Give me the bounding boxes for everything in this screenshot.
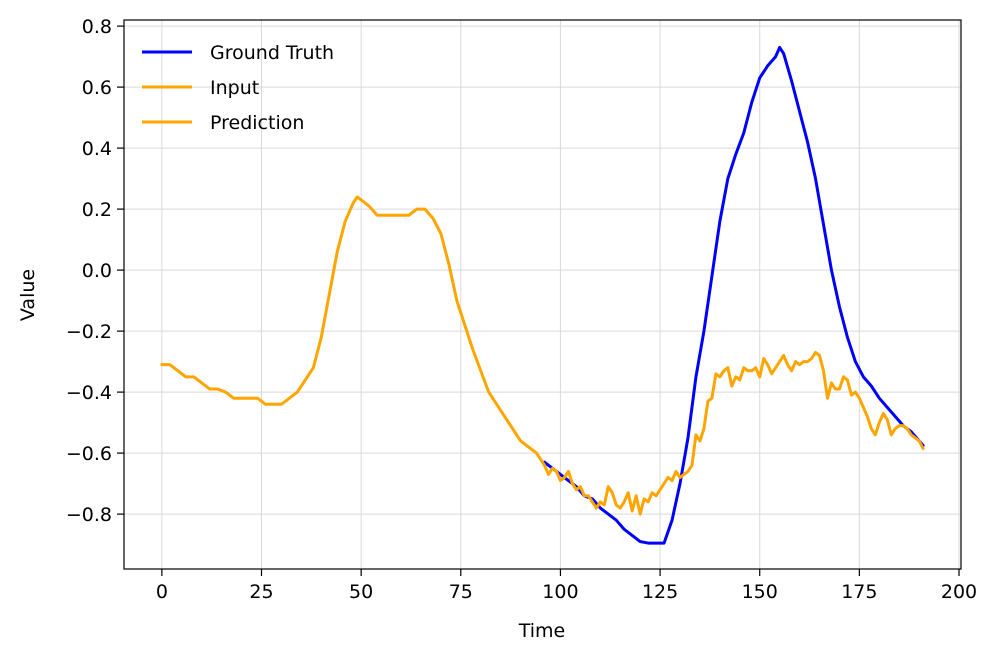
- y-tick-label: −0.6: [66, 443, 112, 465]
- x-tick-label: 125: [642, 581, 678, 603]
- y-tick-label: 0.8: [82, 16, 112, 38]
- series-line-input: [160, 195, 546, 467]
- y-tick-label: 0.6: [82, 77, 112, 99]
- y-tick-label: −0.8: [66, 504, 112, 526]
- series-layer: [160, 45, 925, 545]
- y-tick-label: 0.0: [82, 260, 112, 282]
- x-tick-label: 175: [841, 581, 877, 603]
- legend-label-input: Input: [210, 77, 259, 99]
- y-tick-label: 0.4: [82, 138, 112, 160]
- x-axis-ticks: 0 25 50 75 100 125 150 175 200: [156, 569, 977, 603]
- series-line-ground-truth: [542, 45, 925, 545]
- x-tick-label: 100: [542, 581, 578, 603]
- x-tick-label: 25: [249, 581, 273, 603]
- y-axis-ticks: −0.8 −0.6 −0.4 −0.2 0.0 0.2 0.4 0.6 0.8: [66, 16, 124, 526]
- x-tick-label: 50: [349, 581, 373, 603]
- x-tick-label: 75: [449, 581, 473, 603]
- x-tick-label: 150: [742, 581, 778, 603]
- legend-label-prediction: Prediction: [210, 112, 304, 134]
- y-tick-label: −0.2: [66, 321, 112, 343]
- x-tick-label: 0: [156, 581, 168, 603]
- series-line-prediction: [542, 350, 925, 516]
- y-tick-label: −0.4: [66, 382, 112, 404]
- x-tick-label: 200: [941, 581, 977, 603]
- plot-frame: [123, 19, 962, 570]
- legend: Ground Truth Input Prediction: [142, 42, 334, 134]
- y-axis-title: Value: [17, 269, 39, 321]
- y-tick-label: 0.2: [82, 199, 112, 221]
- grid-lines: [124, 20, 961, 569]
- legend-label-ground-truth: Ground Truth: [210, 42, 334, 64]
- x-axis-title: Time: [518, 620, 566, 642]
